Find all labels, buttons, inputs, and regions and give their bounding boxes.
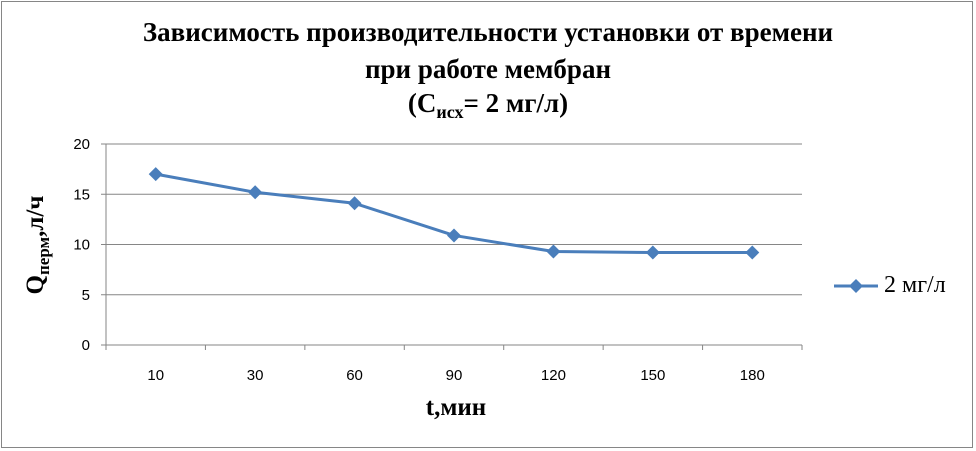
x-tick-label: 120 bbox=[541, 367, 566, 384]
title-line-3-prefix: (C bbox=[407, 88, 437, 118]
data-point-marker bbox=[745, 245, 760, 260]
x-tick-label: 180 bbox=[740, 367, 765, 384]
legend: 2 мг/л bbox=[834, 272, 946, 299]
data-point-marker bbox=[148, 167, 163, 182]
gridlines bbox=[106, 143, 802, 296]
y-tick-label: 0 bbox=[82, 337, 90, 354]
chart-title-line-2: при работе мембран bbox=[364, 54, 612, 84]
chart-title-line-1: Зависимость производительности установки… bbox=[142, 17, 834, 47]
data-point-marker bbox=[447, 228, 461, 243]
chart-title-line-3: (Cисх= 2 мг/л) bbox=[0, 88, 976, 128]
x-tick-label: 150 bbox=[640, 367, 665, 384]
data-point-marker bbox=[645, 245, 660, 260]
axes bbox=[101, 143, 803, 350]
tick-labels: 0 5 10 15 20 10 30 60 90 120 150 180 bbox=[73, 136, 764, 384]
series-2mgl bbox=[148, 167, 760, 260]
y-tick-label: 20 bbox=[73, 136, 90, 153]
legend-label: 2 мг/л bbox=[884, 272, 946, 298]
y-tick-label: 10 bbox=[73, 237, 90, 254]
y-tick-label: 5 bbox=[82, 287, 90, 304]
legend-marker-icon bbox=[834, 278, 878, 293]
y-tick-label: 15 bbox=[73, 186, 90, 203]
data-point-marker bbox=[347, 196, 362, 211]
data-point-marker bbox=[546, 244, 561, 259]
x-tick-label: 60 bbox=[346, 367, 363, 384]
x-tick-label: 10 bbox=[147, 367, 164, 384]
title-line-3-suffix: = 2 мг/л) bbox=[463, 88, 569, 118]
x-tick-label: 30 bbox=[247, 367, 264, 384]
x-tick-label: 90 bbox=[446, 367, 463, 384]
title-line-3-subscript: исх bbox=[436, 102, 464, 122]
x-axis-label: t,мин bbox=[425, 394, 487, 421]
data-point-marker bbox=[248, 185, 263, 200]
